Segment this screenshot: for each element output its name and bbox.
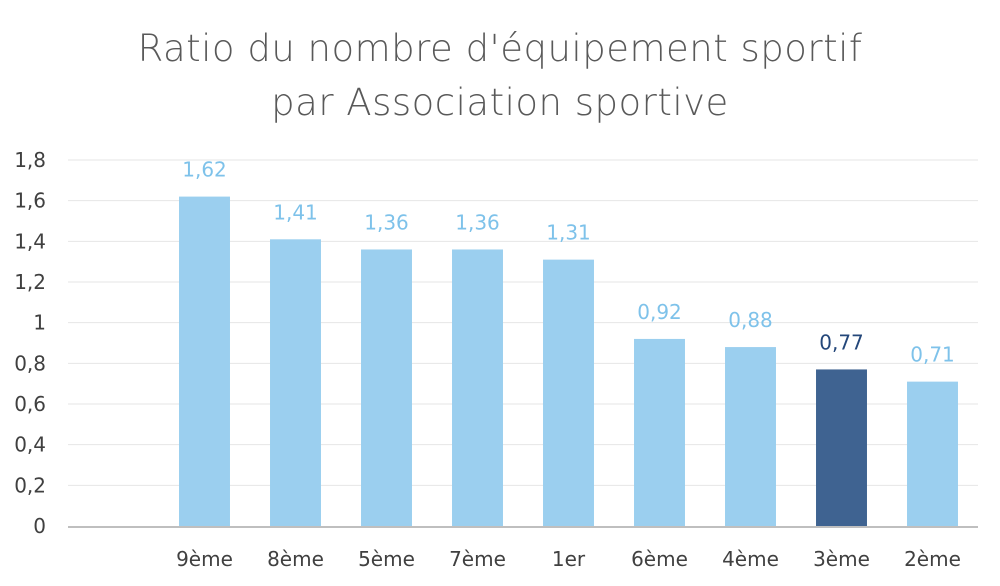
- bar-8ème: [270, 239, 321, 527]
- data-label-3ème: 0,77: [819, 330, 864, 354]
- y-tick-label: 0,2: [14, 473, 46, 497]
- data-label-6ème: 0,92: [637, 300, 682, 324]
- data-labels: 1,62 1,41 1,36 1,36 1,31 0,92 0,88 0,77 0,71: [182, 158, 955, 367]
- chart-title-line-1: Ratio du nombre d'équipement sportif: [137, 27, 863, 70]
- bar-1er: [543, 259, 594, 526]
- data-label-7ème: 1,36: [455, 210, 500, 234]
- category-label-8ème: 8ème: [267, 547, 324, 571]
- data-label-1er: 1,31: [546, 221, 591, 245]
- bar-3ème: [816, 369, 867, 526]
- data-label-9ème: 1,62: [182, 158, 227, 182]
- category-label-2ème: 2ème: [904, 547, 961, 571]
- y-tick-label: 0: [33, 514, 46, 538]
- y-tick-label: 1,2: [14, 270, 46, 294]
- category-label-1er: 1er: [552, 547, 586, 571]
- bar-4ème: [725, 347, 776, 526]
- category-label-3ème: 3ème: [813, 547, 870, 571]
- chart-title-line-2: par Association sportive: [271, 81, 729, 124]
- y-tick-label: 0,6: [14, 392, 46, 416]
- category-label-6ème: 6ème: [631, 547, 688, 571]
- x-axis-category-labels: 9ème 8ème 5ème 7ème 1er 6ème 4ème 3ème 2ème: [176, 547, 961, 571]
- bar-7ème: [452, 249, 503, 526]
- y-tick-label: 0,8: [14, 351, 46, 375]
- category-label-9ème: 9ème: [176, 547, 233, 571]
- category-label-7ème: 7ème: [449, 547, 506, 571]
- bar-5ème: [361, 249, 412, 526]
- y-tick-label: 1: [33, 311, 46, 335]
- y-tick-label: 1,6: [14, 189, 46, 213]
- data-label-8ème: 1,41: [273, 200, 318, 224]
- y-axis-tick-labels: 0 0,2 0,4 0,6 0,8 1 1,2 1,4 1,6 1,8: [14, 148, 46, 538]
- y-tick-label: 1,4: [14, 229, 46, 253]
- bar-6ème: [634, 338, 685, 526]
- bar-2ème: [907, 381, 958, 526]
- category-label-4ème: 4ème: [722, 547, 779, 571]
- data-label-4ème: 0,88: [728, 308, 773, 332]
- bars: [179, 196, 958, 527]
- chart-title: Ratio du nombre d'équipement sportif par…: [0, 22, 1000, 130]
- data-label-5ème: 1,36: [364, 210, 409, 234]
- data-label-2ème: 0,71: [910, 343, 955, 367]
- y-tick-label: 1,8: [14, 148, 46, 172]
- category-label-5ème: 5ème: [358, 547, 415, 571]
- y-tick-label: 0,4: [14, 433, 46, 457]
- bar-9ème: [179, 196, 230, 526]
